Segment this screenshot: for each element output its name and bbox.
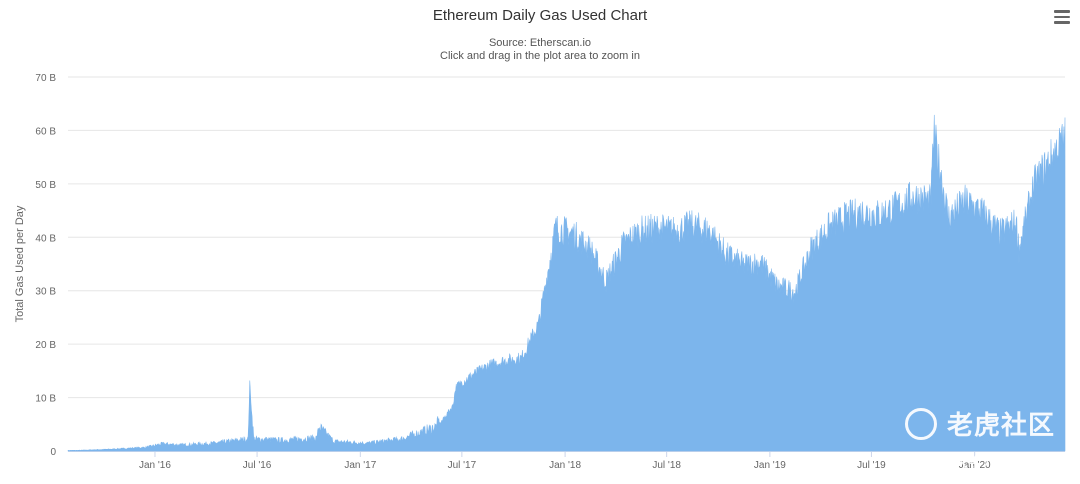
watermark-logo-text: 老虎社区 [947,410,1056,440]
y-tick-label: 30 B [35,287,56,298]
y-tick-label: 10 B [35,394,56,405]
y-tick-label: 20 B [35,340,56,351]
tiger-logo-icon [905,408,937,441]
x-tick-label: Jan '16 [139,460,171,471]
y-tick-label: 50 B [35,180,56,191]
x-tick-label: Jan '17 [344,460,376,471]
y-tick-label: 60 B [35,126,56,137]
hamburger-menu-icon[interactable] [1054,10,1070,24]
x-tick-label: Jan '19 [754,460,786,471]
x-tick-label: Jul '17 [448,460,477,471]
y-axis-title: Total Gas Used per Day [14,205,26,322]
x-tick-label: Jan '20 [959,460,991,471]
chart-source: Source: Etherscan.io [488,37,592,49]
watermark-handle: @美港股入金小帮手 [888,455,1033,472]
gas-used-area-series [67,114,1066,452]
y-tick-label: 70 B [35,73,56,84]
x-tick-label: Jul '19 [857,460,886,471]
y-tick-label: 40 B [35,233,56,244]
watermark-logo: 老虎社区 [905,405,1055,443]
x-tick-label: Jul '18 [652,460,681,471]
x-tick-label: Jul '16 [243,460,272,471]
chart-hint: Click and drag in the plot area to zoom … [440,50,640,62]
y-tick-label: 0 [50,447,56,458]
x-tick-label: Jan '18 [549,460,581,471]
chart-title: Ethereum Daily Gas Used Chart [432,7,648,24]
